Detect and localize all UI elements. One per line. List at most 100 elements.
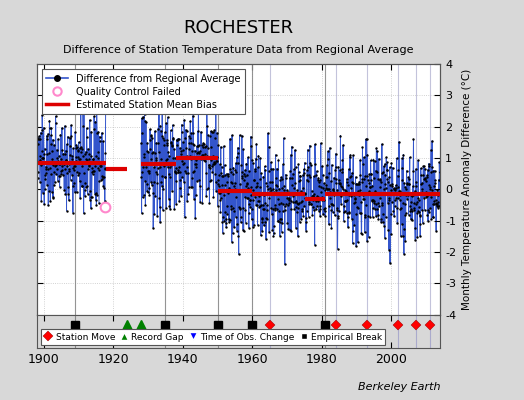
Point <box>421 166 429 172</box>
Point <box>148 160 157 167</box>
Point <box>355 192 363 198</box>
Point <box>267 166 276 172</box>
Point <box>269 165 277 172</box>
Point <box>195 183 204 190</box>
Point <box>257 170 265 176</box>
Point <box>74 172 83 178</box>
Point <box>408 208 417 214</box>
Point <box>356 210 364 217</box>
Point <box>144 148 152 155</box>
Point <box>187 140 195 146</box>
Point <box>33 53 41 60</box>
Point <box>398 164 406 171</box>
Point <box>174 136 183 142</box>
Point <box>336 180 344 187</box>
Point <box>137 210 146 216</box>
Point <box>93 164 102 171</box>
Point <box>88 164 96 171</box>
Point <box>183 153 191 159</box>
Point <box>155 98 163 104</box>
Point <box>153 180 161 186</box>
Point <box>313 176 322 183</box>
Point <box>369 197 377 203</box>
Point <box>376 176 384 183</box>
Point <box>75 170 83 177</box>
Point <box>165 171 173 177</box>
Point <box>179 161 188 168</box>
Point <box>298 190 306 197</box>
Point <box>78 183 86 190</box>
Point <box>283 189 292 195</box>
Point <box>188 184 196 190</box>
Point <box>140 151 148 158</box>
Point <box>245 201 253 207</box>
Point <box>401 210 410 216</box>
Point <box>413 190 422 197</box>
Point <box>58 147 67 154</box>
Point <box>368 196 376 203</box>
Point <box>420 175 429 182</box>
Point <box>342 190 350 196</box>
Point <box>312 172 321 178</box>
Point <box>419 163 428 170</box>
Point <box>48 156 56 162</box>
Point <box>74 139 83 146</box>
Point <box>59 158 67 165</box>
Point <box>292 198 301 204</box>
Point <box>255 193 263 199</box>
Point <box>189 130 198 136</box>
Point <box>361 173 369 180</box>
Point <box>189 169 197 175</box>
Point <box>263 207 271 214</box>
Point <box>282 190 291 197</box>
Point <box>217 170 225 176</box>
Point <box>334 180 343 186</box>
Point <box>221 172 230 178</box>
Point <box>243 172 252 178</box>
Point <box>348 179 356 185</box>
Point <box>320 197 328 204</box>
Point <box>229 164 237 171</box>
Point <box>271 182 280 188</box>
Point <box>316 140 325 146</box>
Point <box>95 134 104 140</box>
Point <box>359 176 368 182</box>
Point <box>329 186 337 192</box>
Point <box>156 219 165 226</box>
Point <box>212 188 220 194</box>
Point <box>254 152 263 159</box>
Point <box>363 173 371 179</box>
Point <box>361 212 369 218</box>
Point <box>266 187 275 193</box>
Point <box>53 155 61 161</box>
Point <box>434 203 442 209</box>
Point <box>39 154 47 161</box>
Point <box>62 157 70 163</box>
Point <box>365 180 373 186</box>
Point <box>81 193 89 199</box>
Point <box>42 136 51 142</box>
Point <box>219 218 227 225</box>
Point <box>97 130 106 136</box>
Point <box>182 170 190 176</box>
Point <box>156 204 164 210</box>
Point <box>310 173 318 180</box>
Point <box>60 151 69 157</box>
Point <box>247 192 255 198</box>
Point <box>388 183 396 189</box>
Point <box>335 208 343 214</box>
Point <box>36 136 45 142</box>
Point <box>289 198 298 205</box>
Point <box>99 160 107 166</box>
Point <box>206 178 214 185</box>
Point <box>102 100 110 107</box>
Point <box>374 212 382 218</box>
Point <box>190 142 198 148</box>
Point <box>282 187 291 194</box>
Point <box>258 228 266 234</box>
Point <box>392 185 400 191</box>
Point <box>337 183 345 189</box>
Point <box>94 128 102 135</box>
Point <box>163 156 171 162</box>
Point <box>101 198 109 204</box>
